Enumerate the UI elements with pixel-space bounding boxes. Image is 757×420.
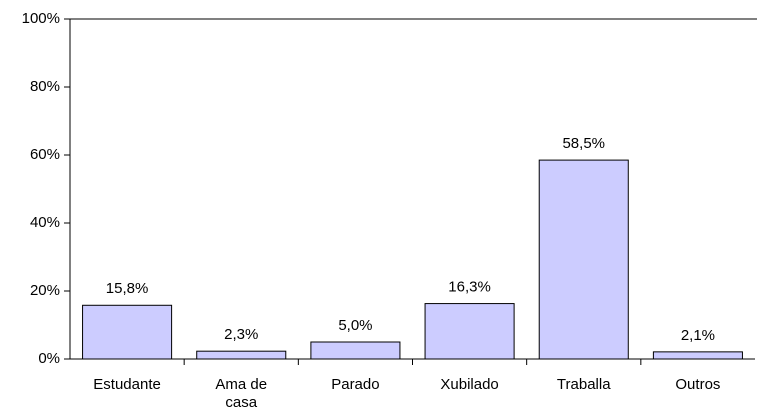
y-tick-label: 100% (22, 10, 60, 27)
x-tick-label: Traballa (556, 376, 611, 393)
y-tick-label: 60% (30, 146, 60, 163)
x-tick-label: Parado (331, 376, 380, 393)
value-label: 5,0% (338, 317, 372, 334)
value-label: 15,8% (106, 280, 149, 297)
value-label: 2,1% (681, 327, 715, 344)
bar (82, 304, 173, 360)
x-tick-label: Ama de casa (215, 376, 268, 411)
value-label: 2,3% (224, 326, 258, 343)
bar (310, 341, 401, 360)
bar (196, 350, 287, 360)
y-tick-label: 20% (30, 282, 60, 299)
bar (652, 351, 743, 360)
bar (424, 303, 515, 360)
bar (538, 159, 629, 360)
x-tick-label: Estudante (93, 376, 161, 393)
value-label: 16,3% (448, 279, 491, 296)
x-tick-label: Xubilado (440, 376, 499, 393)
value-label: 58,5% (562, 135, 605, 152)
y-tick-label: 40% (30, 214, 60, 231)
y-tick-label: 0% (38, 350, 60, 367)
x-tick-label: Outros (675, 376, 721, 393)
y-tick-label: 80% (30, 78, 60, 95)
